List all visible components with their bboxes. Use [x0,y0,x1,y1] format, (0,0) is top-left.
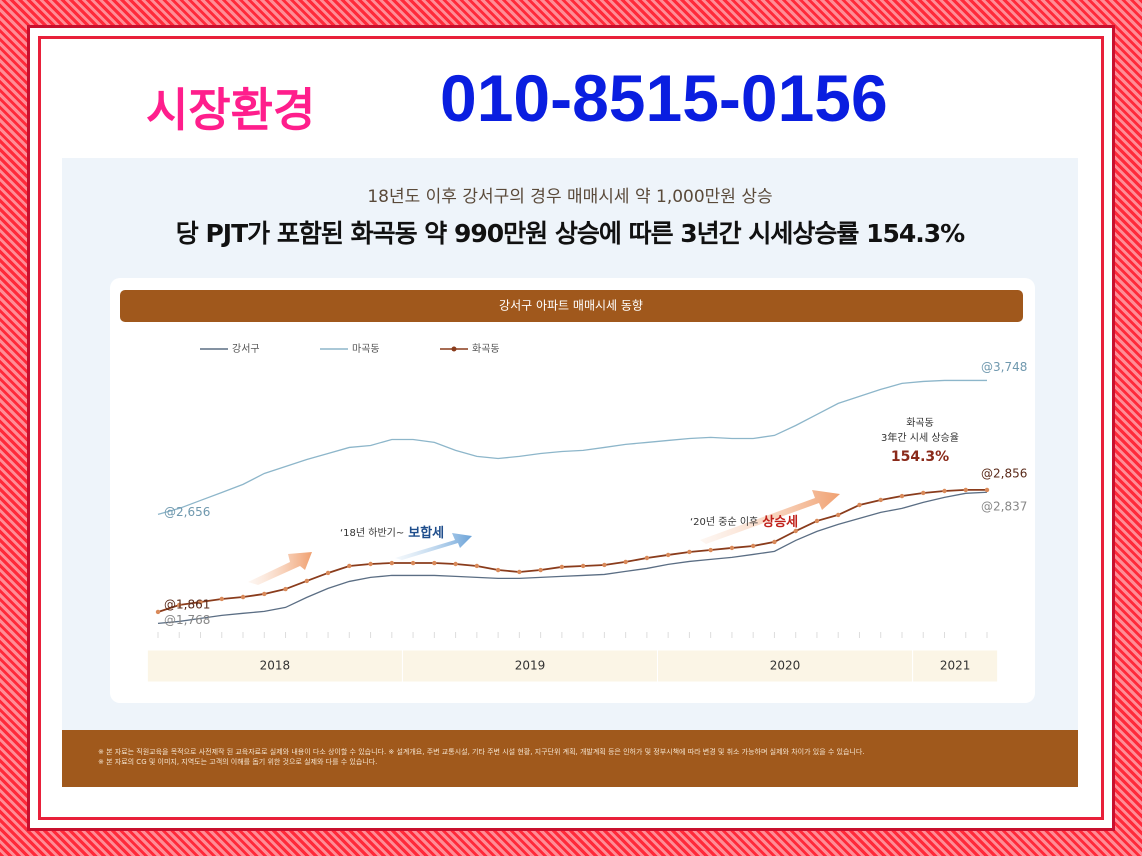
marker [665,552,671,558]
marker [644,555,650,561]
footer: ※ 본 자료는 직원교육을 목적으로 사전제작 된 교육자료로 실제와 내용이 … [62,730,1078,787]
marker [347,563,352,569]
card [110,278,1035,703]
arrow [395,533,472,560]
value-label: @2,837 [981,500,1027,514]
year-band [657,649,914,683]
legend-label: 화곡동 [472,343,500,355]
marker [219,596,224,602]
marker [836,512,841,518]
annotation: ‘20년 중순 이후 상승세 [690,515,798,530]
series-line [157,379,987,516]
value-label: @3,748 [981,360,1027,374]
value-label: @2,856 [981,466,1027,480]
annotation-emphasis: 154.3% [891,449,949,465]
marker [942,488,947,494]
marker [559,564,565,570]
marker [368,561,373,567]
year-label: 2019 [515,659,546,673]
marker [857,502,862,508]
legend-label: 마곡동 [352,343,380,355]
marker [814,518,820,524]
marker [198,599,203,605]
legend-label: 강서구 [232,343,260,355]
footnote: ※ 본 자료의 CG 및 이미지, 지역도는 고객의 이해를 돕기 위한 것으로… [98,758,378,766]
annotation-text: 3年간 시세 상승율 [881,431,959,444]
value-label: @1,768 [164,613,210,627]
annotation: ‘18년 하반기~ 보합세 [340,525,444,541]
headline: 당 PJT가 포함된 화곡동 약 990만원 상승에 따른 3년간 시세상승률 … [175,219,965,248]
marker [432,560,437,566]
marker [283,586,288,592]
marker [750,543,756,549]
arrow [248,552,312,585]
marker [793,528,798,534]
year-band [912,649,999,683]
legend-marker [451,346,457,352]
annotation-text: ‘18년 하반기~ [340,526,404,539]
marker [580,563,586,569]
marker [921,490,926,496]
value-label: @2,656 [164,505,210,519]
marker [708,547,713,553]
marker [155,609,161,615]
annotation-text: ‘20년 중순 이후 [690,516,758,528]
marker [262,591,267,597]
footnote: ※ 본 자료는 직원교육을 목적으로 사전제작 된 교육자료로 실제와 내용이 … [98,748,865,756]
marker [687,549,692,555]
series-line [157,491,988,625]
marker [177,602,182,608]
marker [538,567,543,573]
marker [772,539,777,545]
inner-border [38,36,1104,820]
marker [899,493,905,499]
marker [304,578,309,584]
annotation-text: 화곡동 [906,417,934,429]
arrow [700,490,840,544]
marker [729,545,735,551]
year-label: 2018 [260,659,291,673]
marker [410,560,416,566]
marker [517,569,522,575]
marker [984,487,990,493]
marker [623,559,628,565]
marker [474,563,480,569]
series-line [157,488,987,613]
marker [389,560,395,566]
brand: 시장환경 [146,83,316,137]
marker [495,567,501,573]
marker [878,497,883,503]
phone: 010-8515-0156 [440,61,888,135]
annotation-emphasis: 보합세 [408,525,444,541]
value-label: @1,861 [164,597,210,611]
year-label: 2021 [940,659,971,673]
marker [325,570,331,576]
year-band [401,649,659,683]
chart-title: 강서구 아파트 매매시세 동향 [499,299,643,313]
subtitle: 18년도 이후 강서구의 경우 매매시세 약 1,000만원 상승 [367,187,773,207]
marker [240,594,246,600]
chart-header [120,290,1023,322]
marker [963,487,968,493]
year-label: 2020 [770,659,801,673]
marker [453,561,458,567]
marker [602,562,607,568]
annotation-emphasis: 상승세 [762,515,798,530]
